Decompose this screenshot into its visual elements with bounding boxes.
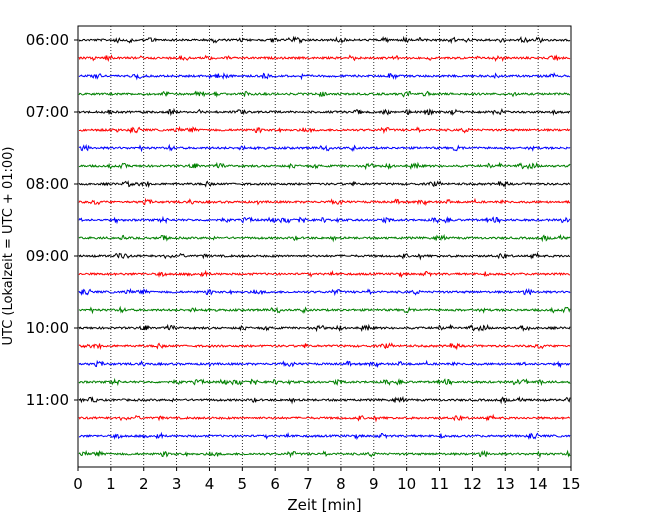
trace-0715	[78, 125, 571, 135]
trace-0845	[78, 233, 571, 243]
trace-1045	[78, 377, 571, 387]
x-tick-label: 9	[369, 475, 379, 493]
trace-0600	[78, 35, 571, 45]
x-tick-label: 0	[73, 475, 83, 493]
x-tick-label: 14	[529, 475, 548, 493]
x-tick-label: 8	[336, 475, 346, 493]
trace-1100	[78, 395, 571, 405]
trace-0745	[78, 161, 571, 171]
x-tick-label: 2	[139, 475, 149, 493]
trace-1015	[78, 342, 571, 351]
x-tick-label: 7	[303, 475, 313, 493]
x-axis-ticks: 0 1 2 3 4 5 6 7 8 9 10 11 12 13 14 15	[73, 467, 581, 493]
trace-0730	[78, 143, 571, 153]
trace-0800	[78, 180, 571, 189]
trace-0645	[78, 90, 571, 98]
trace-0830	[78, 215, 571, 225]
x-tick-label: 11	[430, 475, 449, 493]
x-tick-label: 5	[238, 475, 248, 493]
trace-0930	[78, 287, 571, 297]
trace-1130	[78, 431, 571, 441]
x-tick-label: 10	[397, 475, 416, 493]
y-tick-label: 08:00	[26, 175, 69, 193]
trace-0700	[78, 107, 571, 117]
trace-0815	[78, 197, 571, 207]
seismogram-traces	[78, 35, 571, 459]
x-tick-label: 13	[496, 475, 515, 493]
y-tick-label: 10:00	[26, 319, 69, 337]
x-tick-label: 12	[463, 475, 482, 493]
trace-0945	[78, 305, 571, 315]
x-tick-label: 3	[172, 475, 182, 493]
y-tick-label: 11:00	[26, 391, 69, 409]
y-tick-label: 07:00	[26, 103, 69, 121]
y-axis-label: UTC (Lokalzeit = UTC + 01:00)	[1, 147, 16, 346]
plot-frame	[77, 25, 572, 468]
x-tick-label: 4	[205, 475, 215, 493]
trace-1145	[78, 449, 571, 459]
trace-1030	[78, 359, 571, 369]
trace-0630	[78, 72, 571, 81]
trace-0615	[78, 54, 571, 63]
plot-background	[78, 26, 571, 467]
x-tick-label: 6	[270, 475, 280, 493]
trace-1115	[78, 413, 571, 423]
y-tick-label: 06:00	[26, 31, 69, 49]
x-tick-label: 1	[106, 475, 116, 493]
trace-0900	[78, 251, 571, 261]
x-tick-label: 15	[561, 475, 580, 493]
trace-0915	[78, 269, 571, 279]
y-axis-ticks: 06:00 07:00 08:00 09:00 10:00 11:00	[26, 31, 78, 409]
x-axis-label: Zeit [min]	[287, 496, 361, 514]
y-tick-label: 09:00	[26, 247, 69, 265]
trace-1000	[78, 323, 571, 333]
